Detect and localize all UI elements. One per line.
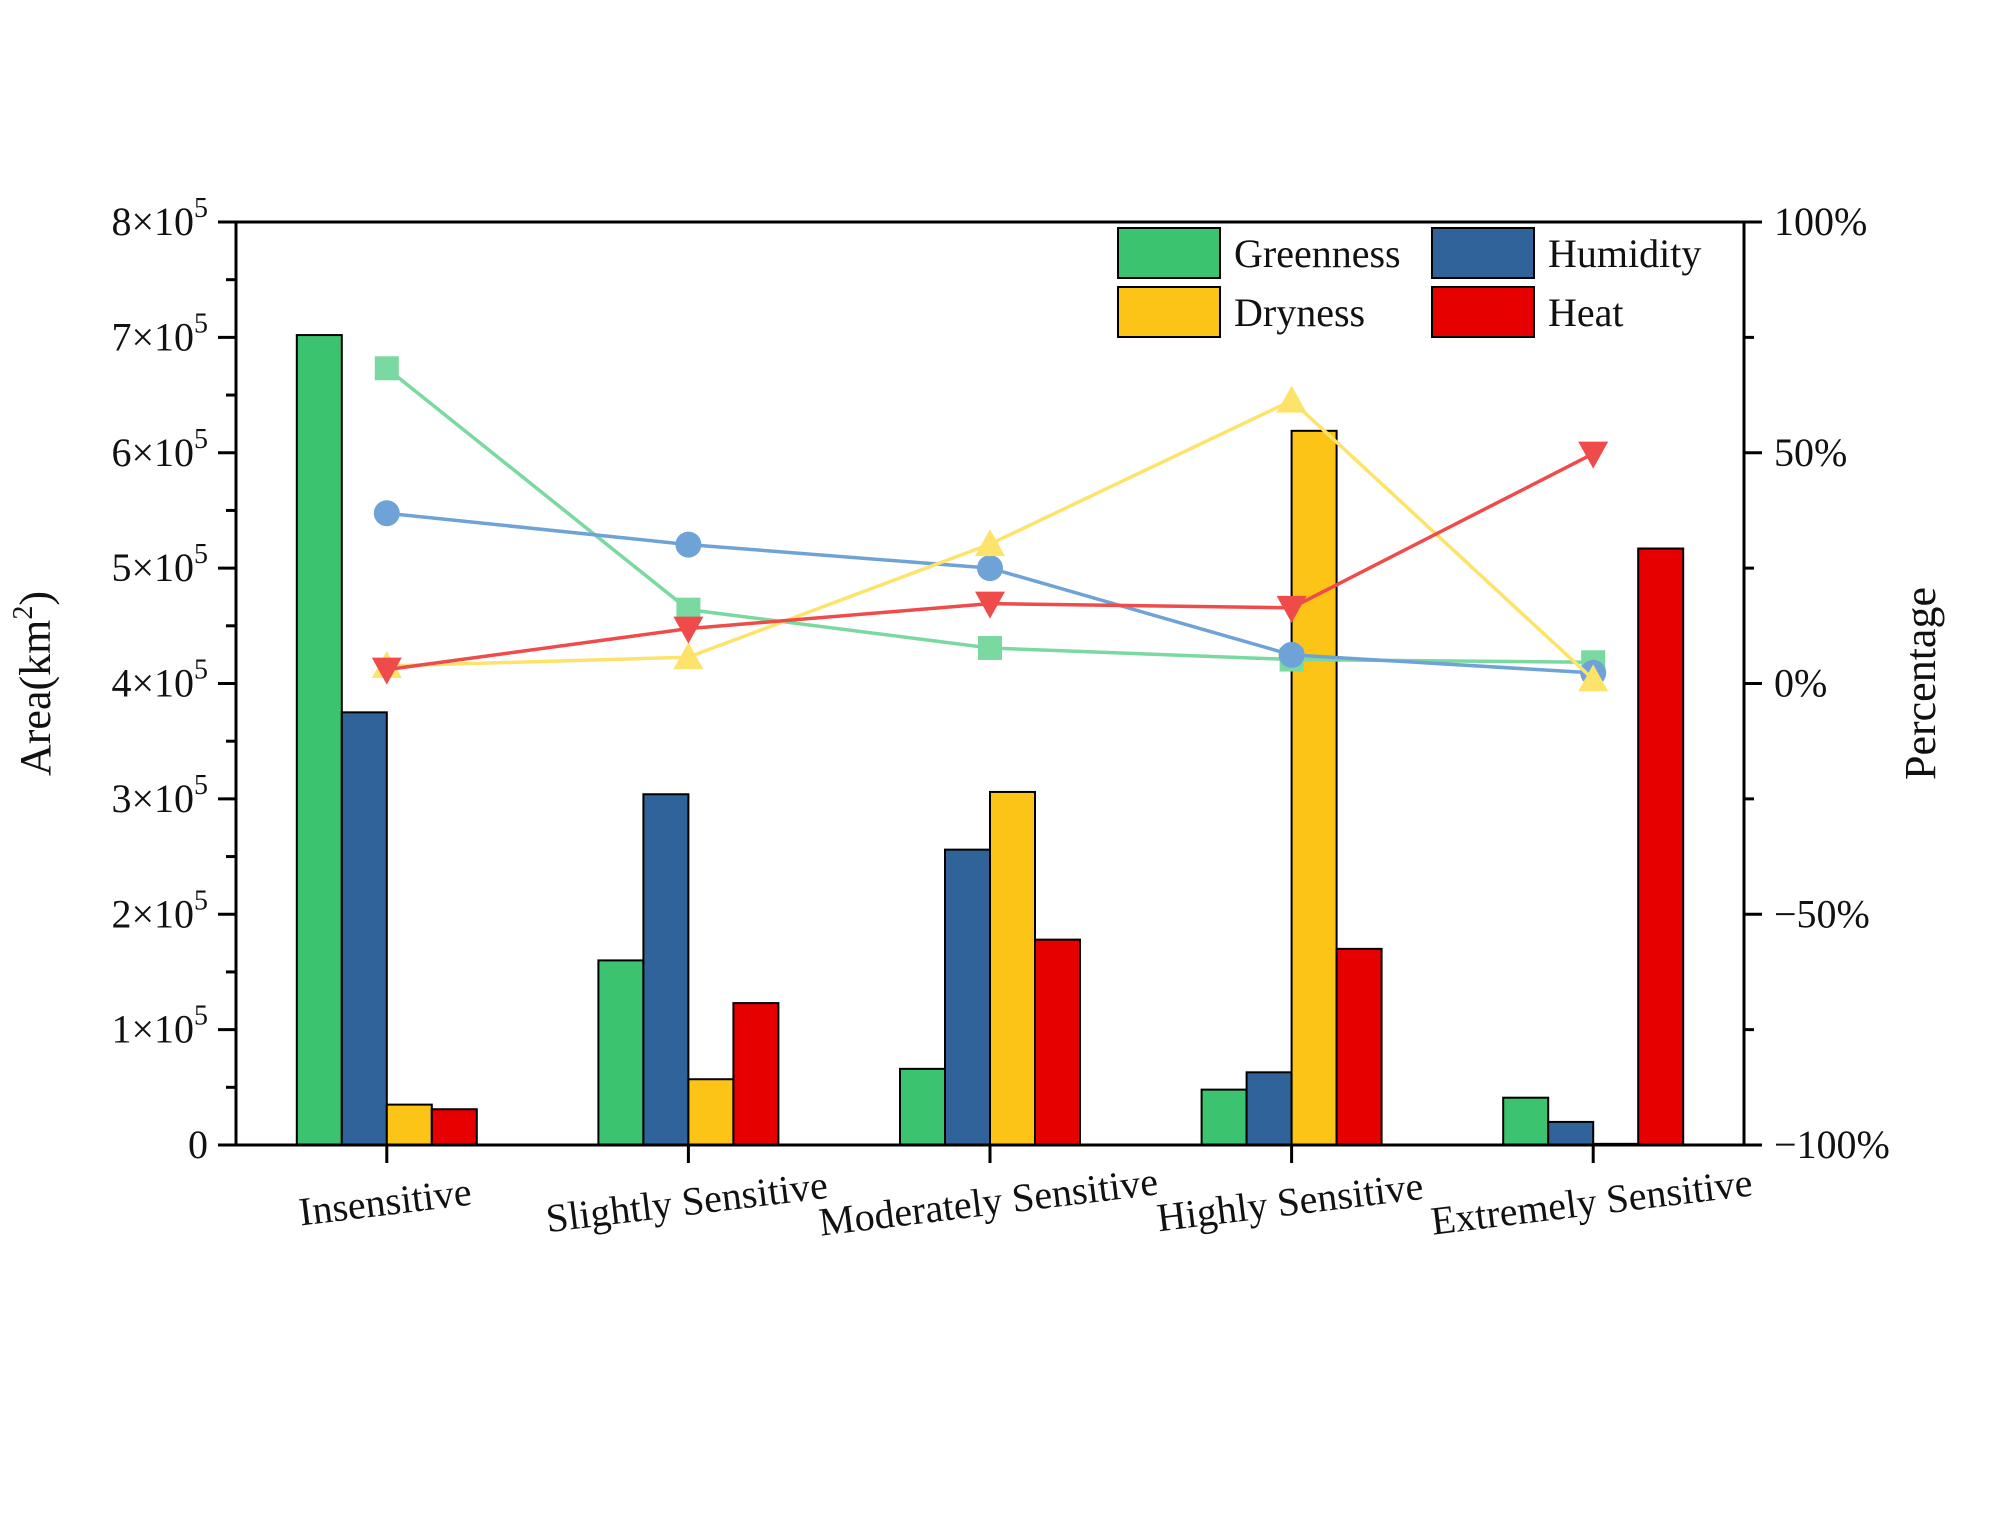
- y-left-tick-label: 8×105: [111, 193, 208, 244]
- y-left-tick-label: 7×105: [111, 308, 208, 359]
- marker-humidity-highly-sensitive: [1278, 641, 1305, 668]
- marker-greenness-moderately-sensitive: [978, 635, 1002, 660]
- legend-swatch-dryness: [1117, 286, 1221, 338]
- bar-greenness-moderately-sensitive: [899, 1067, 946, 1147]
- marker-humidity-insensitive: [373, 500, 400, 527]
- y-left-tick-label-base: 2×10: [111, 891, 194, 936]
- marker-dryness-slightly-sensitive: [673, 642, 704, 670]
- y-left-tick-label: 4×105: [111, 655, 208, 706]
- legend-swatch-heat: [1431, 286, 1535, 338]
- marker-heat-slightly-sensitive: [673, 616, 704, 644]
- bar-humidity-moderately-sensitive: [944, 848, 991, 1146]
- y-left-tick-label: 1×105: [111, 1001, 208, 1052]
- x-tick-label-highly-sensitive: Highly Sensitive: [1154, 1163, 1425, 1240]
- bar-heat-moderately-sensitive: [1034, 938, 1081, 1146]
- legend-label-humidity: Humidity: [1548, 231, 1701, 276]
- x-tick-label-insensitive: Insensitive: [296, 1169, 474, 1235]
- y-left-tick-label-exponent: 5: [194, 885, 208, 916]
- y-left-tick-label-base: 4×10: [111, 661, 194, 706]
- y-right-tick-label: 0%: [1774, 661, 1827, 706]
- y-left-tick-label: 6×105: [111, 424, 208, 475]
- y-right-title: Percentage: [1896, 587, 1945, 780]
- legend-label-heat: Heat: [1548, 290, 1624, 335]
- y-left-tick-label-base: 5×10: [111, 545, 194, 590]
- marker-humidity-slightly-sensitive: [675, 531, 702, 558]
- y-left-tick-label-base: 6×10: [111, 430, 194, 475]
- y-left-tick-label: 3×105: [111, 770, 208, 821]
- bar-humidity-slightly-sensitive: [642, 793, 690, 1146]
- marker-dryness-extremely-sensitive: [1578, 664, 1609, 692]
- bars-layer: [295, 334, 1685, 1147]
- y-left-tick-label-exponent: 5: [194, 424, 208, 455]
- y-left-title: Area(km2): [8, 591, 60, 776]
- y-right-tick-label: 100%: [1774, 199, 1867, 244]
- legend-swatch-humidity: [1431, 227, 1535, 279]
- marker-greenness-insensitive: [374, 356, 399, 381]
- bar-greenness-slightly-sensitive: [597, 959, 645, 1147]
- bar-heat-insensitive: [430, 1108, 478, 1147]
- y-left-tick-label: 5×105: [111, 539, 208, 590]
- y-left-title-end: ): [11, 591, 60, 606]
- y-left-tick-label-base: 1×10: [111, 1007, 194, 1052]
- marker-heat-extremely-sensitive: [1578, 441, 1609, 469]
- legend-label-dryness: Dryness: [1234, 290, 1365, 335]
- y-left-tick-label-exponent: 5: [194, 1001, 208, 1032]
- marker-dryness-moderately-sensitive: [975, 529, 1005, 557]
- marker-heat-moderately-sensitive: [975, 591, 1005, 619]
- bar-heat-highly-sensitive: [1335, 947, 1383, 1146]
- marker-heat-highly-sensitive: [1276, 595, 1307, 623]
- bar-dryness-highly-sensitive: [1290, 429, 1338, 1146]
- y-left-title-text: Area(km: [11, 620, 60, 776]
- legend-label-greenness: Greenness: [1234, 231, 1401, 276]
- bar-dryness-insensitive: [385, 1103, 433, 1147]
- marker-humidity-moderately-sensitive: [977, 555, 1003, 582]
- y-left-tick-label-exponent: 5: [194, 770, 208, 801]
- legend: Greenness Humidity Dryness Heat: [1117, 227, 1701, 338]
- y-left-title-superscript: 2: [8, 606, 39, 620]
- y-left-tick-label-exponent: 5: [194, 308, 208, 339]
- bar-greenness-highly-sensitive: [1200, 1088, 1248, 1146]
- x-tick-label-slightly-sensitive: Slightly Sensitive: [543, 1162, 830, 1241]
- y-right-tick-label: −50%: [1774, 891, 1870, 936]
- y-left-tick-label-exponent: 5: [194, 193, 208, 224]
- bar-dryness-slightly-sensitive: [687, 1078, 735, 1146]
- bar-humidity-insensitive: [340, 711, 388, 1146]
- bar-greenness-insensitive: [295, 334, 343, 1146]
- y-left-tick-label-base: 7×10: [111, 314, 194, 359]
- y-left-tick-label-base: 8×10: [111, 199, 194, 244]
- y-left-tick-label-exponent: 5: [194, 655, 208, 686]
- marker-heat-insensitive: [371, 657, 402, 685]
- y-left-tick-label-base: 3×10: [111, 776, 194, 821]
- y-right-tick-label: 50%: [1774, 430, 1847, 475]
- bar-greenness-extremely-sensitive: [1502, 1096, 1550, 1147]
- legend-swatch-greenness: [1117, 227, 1221, 279]
- bar-dryness-moderately-sensitive: [989, 790, 1036, 1146]
- y-left-tick-label: 0: [188, 1122, 208, 1167]
- x-tick-label-moderately-sensitive: Moderately Sensitive: [816, 1158, 1160, 1244]
- lines-layer: [371, 356, 1609, 692]
- y-left-tick-label-base: 0: [188, 1122, 208, 1167]
- bar-heat-extremely-sensitive: [1637, 547, 1685, 1146]
- bar-humidity-extremely-sensitive: [1547, 1120, 1595, 1147]
- marker-dryness-highly-sensitive: [1276, 385, 1307, 413]
- y-right-tick-label: −100%: [1774, 1122, 1890, 1167]
- bar-humidity-highly-sensitive: [1245, 1071, 1293, 1146]
- x-tick-label-extremely-sensitive: Extremely Sensitive: [1428, 1160, 1754, 1244]
- y-left-tick-label: 2×105: [111, 885, 208, 936]
- bar-heat-slightly-sensitive: [732, 1002, 780, 1146]
- y-left-tick-label-exponent: 5: [194, 539, 208, 570]
